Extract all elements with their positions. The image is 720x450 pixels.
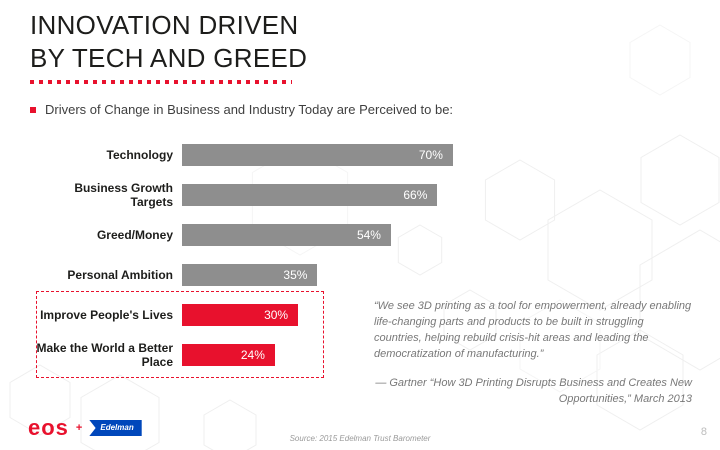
slide-title-line1: INNOVATION DRIVEN: [30, 10, 299, 40]
bar-track: 30%: [182, 304, 569, 326]
chart-row: Improve People's Lives 30%: [30, 295, 578, 335]
footer-logos: eos + Edelman: [28, 417, 142, 439]
edelman-logo: Edelman: [89, 420, 142, 436]
category-label: Personal Ambition: [67, 267, 173, 282]
bar-track: 70%: [182, 144, 569, 166]
category-label: Technology: [106, 147, 173, 162]
bar-track: 24%: [182, 344, 569, 366]
page-number: 8: [700, 426, 707, 438]
bar-value-label: 35%: [283, 268, 308, 282]
bar-track: 66%: [182, 184, 569, 206]
chart-caption-text: Drivers of Change in Business and Indust…: [45, 102, 454, 117]
category-label: Make the World a Better Place: [36, 340, 173, 369]
chart-row: Business Growth Targets 66%: [30, 175, 578, 215]
eos-logo: eos: [28, 415, 69, 440]
bar: 30%: [182, 304, 299, 326]
bar-value-label: 70%: [418, 148, 443, 162]
bar-value-label: 54%: [356, 228, 381, 242]
bar-track: 54%: [182, 224, 569, 246]
bar: 54%: [182, 224, 391, 246]
category-label: Greed/Money: [96, 227, 173, 242]
quote-block: “We see 3D printing as a tool for empowe…: [374, 299, 692, 408]
bar: 70%: [182, 144, 453, 166]
highlight-dashed-box: [36, 291, 324, 378]
chart-caption: Drivers of Change in Business and Indust…: [30, 102, 453, 117]
chart-row: Make the World a Better Place 24%: [30, 335, 578, 375]
chart-row: Technology 70%: [30, 135, 578, 175]
red-dashed-divider: [30, 80, 292, 84]
category-label: Business Growth Targets: [74, 180, 173, 209]
bar: 35%: [182, 264, 318, 286]
chart-row: Personal Ambition 35%: [30, 255, 578, 295]
slide-title-line2: BY TECH AND GREED: [30, 43, 308, 74]
quote-text: “We see 3D printing as a tool for empowe…: [374, 300, 692, 360]
bar: 66%: [182, 184, 438, 206]
slide-title: INNOVATION DRIVEN BY TECH AND GREED: [30, 9, 307, 75]
category-label: Improve People's Lives: [40, 307, 173, 322]
bar-track: 35%: [182, 264, 569, 286]
bar: 24%: [182, 344, 275, 366]
bar-chart: Technology 70% Business Growth Targets 66% G…: [30, 135, 578, 375]
quote-attribution: — Gartner “How 3D Printing Disrupts Busi…: [375, 376, 692, 405]
bar-value-label: 24%: [240, 348, 265, 362]
bullet-square-icon: [30, 106, 36, 113]
plus-separator: +: [75, 422, 83, 434]
chart-row: Greed/Money 54%: [30, 215, 578, 255]
bar-value-label: 30%: [264, 308, 289, 322]
source-citation: Source: 2015 Edelman Trust Barometer: [289, 434, 431, 443]
bar-value-label: 66%: [403, 188, 428, 202]
